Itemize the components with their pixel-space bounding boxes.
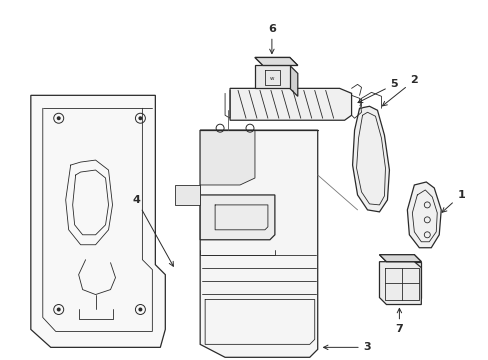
Polygon shape bbox=[31, 95, 165, 347]
Circle shape bbox=[138, 307, 142, 311]
Polygon shape bbox=[200, 130, 254, 185]
Polygon shape bbox=[200, 195, 274, 240]
Polygon shape bbox=[200, 130, 317, 357]
Circle shape bbox=[57, 116, 61, 120]
Circle shape bbox=[138, 116, 142, 120]
Text: 5: 5 bbox=[357, 79, 397, 103]
Text: 1: 1 bbox=[441, 190, 464, 212]
Polygon shape bbox=[229, 88, 351, 120]
Polygon shape bbox=[289, 66, 297, 96]
Text: 6: 6 bbox=[267, 24, 275, 54]
Polygon shape bbox=[386, 262, 421, 298]
Polygon shape bbox=[254, 66, 289, 88]
Polygon shape bbox=[379, 255, 421, 262]
Polygon shape bbox=[175, 185, 200, 205]
Polygon shape bbox=[379, 255, 421, 262]
Text: 2: 2 bbox=[382, 75, 417, 106]
Text: 4: 4 bbox=[132, 195, 173, 266]
Circle shape bbox=[57, 307, 61, 311]
Text: w: w bbox=[269, 76, 274, 81]
Text: 3: 3 bbox=[323, 342, 370, 352]
Text: 7: 7 bbox=[395, 309, 403, 334]
Polygon shape bbox=[254, 58, 297, 66]
Polygon shape bbox=[379, 262, 421, 305]
Polygon shape bbox=[352, 106, 388, 212]
Polygon shape bbox=[407, 182, 440, 248]
Polygon shape bbox=[254, 58, 297, 66]
